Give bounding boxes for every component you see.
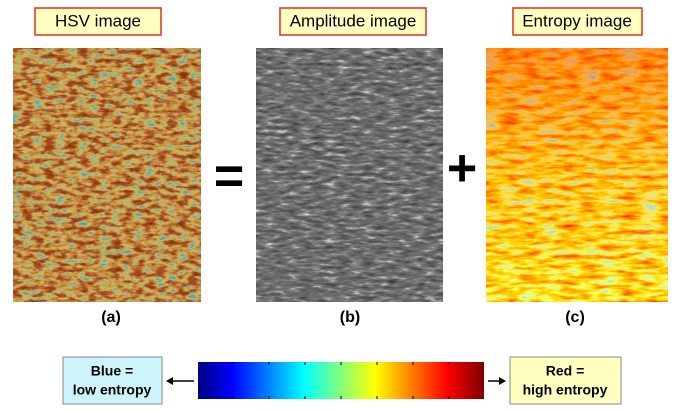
arrow-head: [166, 377, 173, 385]
image-tint: [13, 48, 201, 302]
title-box: [34, 7, 162, 36]
high-box: [509, 356, 622, 405]
panel-title: HSV image: [55, 11, 141, 30]
legend-text: Red =: [546, 363, 585, 379]
legend-text: Blue =: [91, 363, 133, 379]
arrow-head: [499, 377, 506, 385]
hsv-image: [13, 48, 201, 302]
colorbar: [198, 362, 484, 399]
panel-label: (c): [565, 309, 585, 326]
colorbar-ticks: [232, 362, 450, 399]
panel-label: (b): [340, 309, 360, 326]
image-tint: [486, 48, 668, 302]
legend-text: low entropy: [73, 382, 152, 398]
panel-title: Entropy image: [522, 11, 632, 30]
legend-text: high entropy: [523, 382, 608, 398]
amplitude-image: [256, 48, 443, 302]
plus-sign: +: [447, 140, 477, 198]
panel-label: (a): [101, 309, 121, 326]
title-box: [512, 7, 643, 36]
title-box: [279, 7, 427, 36]
panel-title: Amplitude image: [290, 11, 417, 30]
low-box: [62, 356, 163, 405]
equals-sign: =: [214, 148, 244, 206]
